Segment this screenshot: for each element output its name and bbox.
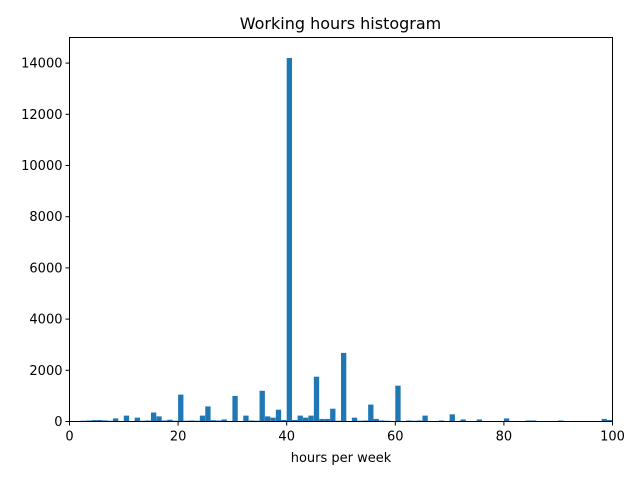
- histogram-bar: [422, 415, 428, 422]
- histogram-bar: [460, 419, 466, 422]
- histogram-bar: [286, 57, 293, 422]
- histogram-bar: [406, 420, 412, 422]
- histogram-bar: [134, 417, 140, 422]
- x-tick-label: 100: [600, 430, 625, 445]
- histogram-bar: [199, 415, 206, 422]
- y-tick-label: 14000: [21, 57, 62, 72]
- histogram-bar: [259, 390, 265, 422]
- histogram-bar: [449, 414, 455, 422]
- histogram-bar: [558, 420, 564, 422]
- histogram-bar: [178, 394, 184, 422]
- histogram-bar: [145, 420, 151, 422]
- histogram-bar: [243, 415, 249, 422]
- bars-group: [74, 57, 613, 422]
- histogram-bar: [281, 419, 287, 422]
- histogram-bar: [330, 408, 336, 422]
- histogram-bar: [188, 420, 195, 422]
- histogram-bar: [373, 418, 379, 422]
- histogram-bar: [232, 395, 238, 422]
- histogram-bar: [91, 420, 97, 422]
- histogram-bar: [150, 412, 157, 422]
- y-tick-label: 12000: [21, 108, 62, 123]
- plot-frame: [69, 37, 613, 422]
- histogram-bar: [205, 406, 211, 422]
- histogram-bar: [302, 417, 309, 422]
- histogram-bar: [156, 416, 162, 422]
- histogram-bar: [308, 415, 314, 422]
- histogram-bar: [351, 417, 358, 422]
- histogram-bar: [123, 415, 130, 422]
- y-tick-label: 8000: [29, 210, 62, 225]
- histogram-bar: [601, 418, 607, 422]
- histogram-bar: [264, 416, 271, 422]
- histogram-bar: [531, 420, 537, 422]
- histogram-bar: [270, 417, 276, 422]
- histogram-bar: [96, 419, 102, 422]
- histogram-bar: [341, 352, 347, 422]
- histogram-bar: [368, 404, 374, 422]
- histogram-bar: [292, 419, 298, 422]
- x-tick-label: 20: [170, 430, 187, 445]
- histogram-bar: [297, 415, 303, 422]
- histogram-bar: [417, 420, 423, 422]
- y-tick-label: 0: [54, 415, 62, 430]
- histogram-bar: [607, 419, 613, 422]
- histogram-bar: [438, 420, 445, 422]
- histogram-bar: [216, 420, 222, 422]
- histogram-bar: [112, 418, 119, 422]
- histogram-bar: [248, 420, 255, 422]
- histogram-bar: [102, 420, 108, 422]
- histogram-bar: [379, 420, 385, 422]
- x-tick-label: 60: [387, 430, 404, 445]
- histogram-bar: [85, 420, 92, 422]
- histogram-bar: [395, 385, 401, 422]
- y-tick-label: 4000: [29, 313, 62, 328]
- histogram-bar: [221, 419, 227, 422]
- histogram-bar: [275, 409, 282, 422]
- histogram-bar: [324, 418, 331, 422]
- histogram-bar: [313, 376, 320, 422]
- x-tick-label: 80: [496, 430, 513, 445]
- y-axis-ticks: 0 2000 4000 6000 8000 10000 12000 14000: [21, 57, 70, 430]
- histogram-bar: [476, 419, 483, 422]
- histogram-bar: [210, 420, 216, 422]
- y-tick-label: 10000: [21, 159, 62, 174]
- histogram-bar: [503, 418, 510, 422]
- y-tick-label: 2000: [29, 364, 62, 379]
- histogram-bar: [525, 420, 531, 422]
- histogram-bar: [167, 419, 173, 422]
- x-tick-label: 0: [65, 430, 73, 445]
- chart-title: Working hours histogram: [240, 14, 442, 33]
- x-axis-ticks: 0 20 40 60 80 100: [65, 421, 625, 445]
- histogram-bar: [319, 418, 325, 422]
- histogram-bar: [362, 420, 369, 422]
- x-axis-label: hours per week: [291, 451, 392, 466]
- histogram-bar: [161, 420, 168, 422]
- y-tick-label: 6000: [29, 261, 62, 276]
- x-tick-label: 40: [278, 430, 295, 445]
